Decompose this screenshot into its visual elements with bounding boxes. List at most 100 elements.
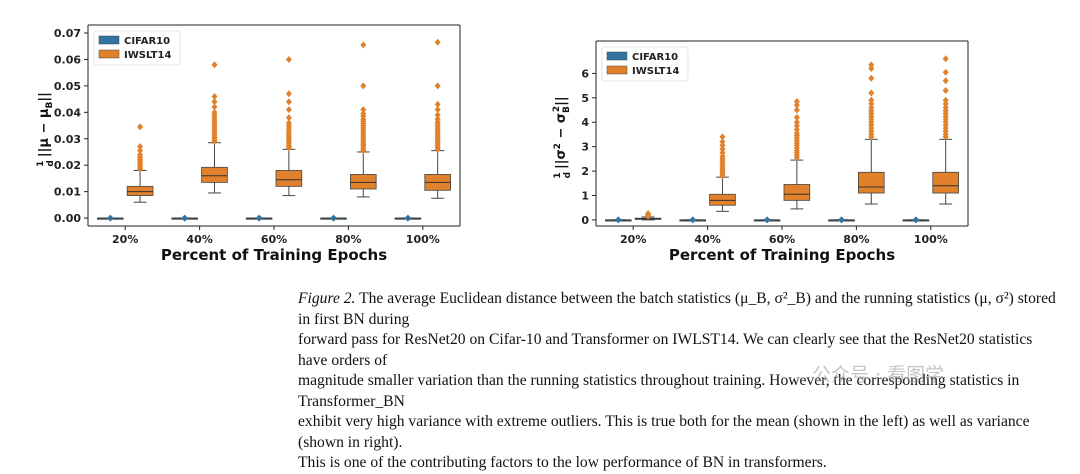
outlier-point	[285, 119, 292, 127]
x-tick-label: 100%	[406, 233, 440, 246]
outlier-marker	[763, 216, 771, 224]
outlier-point	[211, 98, 218, 106]
outlier-point	[211, 61, 218, 69]
outlier-point	[360, 41, 367, 49]
outlier-point	[137, 123, 144, 131]
y-label-sup: 2	[553, 143, 563, 149]
outlier-point	[719, 138, 726, 146]
chart-mean-distance: 0.00 0.01 0.02 0.03 0.04 0.05 0.06 0.07 20% 40% 60…	[36, 24, 461, 264]
caption-line: forward pass for ResNet20 on Cifar-10 an…	[298, 331, 1033, 369]
cifar-box	[320, 214, 347, 222]
y-tick-label: 6	[581, 67, 589, 80]
legend-label: IWSLT14	[124, 50, 171, 61]
cifar-box	[605, 216, 632, 224]
y-label-den: d	[46, 160, 56, 166]
outlier-point	[285, 98, 292, 106]
x-tick-label: 20%	[620, 233, 646, 246]
outlier-point	[942, 104, 949, 112]
cifar-box	[245, 214, 273, 222]
y-label-main: ||σ	[554, 149, 569, 169]
iqr-box	[932, 171, 959, 194]
outlier-marker	[330, 214, 338, 222]
outlier-point	[211, 103, 218, 111]
outlier-point	[719, 141, 726, 149]
legend: CIFAR10 IWSLT14	[601, 46, 689, 82]
outlier-marker	[838, 216, 846, 224]
watermark: 公众号 · 看图学	[812, 364, 945, 386]
legend-swatch	[98, 35, 120, 45]
outlier-point	[942, 55, 949, 63]
y-label-sup2: 2	[552, 106, 562, 112]
outlier-point	[868, 96, 875, 104]
iqr-box	[201, 166, 228, 183]
outlier-point	[137, 151, 144, 159]
y-tick-label: 0.02	[54, 159, 81, 172]
outlier-point	[793, 97, 800, 105]
iwslt-box	[126, 123, 154, 203]
y-tick-label: 0.04	[54, 106, 81, 119]
y-label-num: 1	[36, 161, 46, 167]
x-axis-label: Percent of Training Epochs	[161, 246, 387, 264]
x-tick-label: 60%	[261, 233, 287, 246]
y-label-sub: B	[45, 102, 55, 109]
outlier-point	[360, 106, 367, 114]
y-label-den: d	[563, 172, 573, 178]
legend-label: CIFAR10	[632, 52, 678, 63]
y-label-main: ||μ − μ	[37, 108, 52, 157]
outlier-point	[360, 110, 367, 118]
iqr-box	[275, 170, 303, 187]
iqr-box	[349, 174, 377, 190]
cifar-box	[753, 216, 781, 224]
outlier-marker	[614, 216, 622, 224]
outlier-point	[719, 145, 726, 153]
y-tick-label: 0.06	[54, 53, 81, 66]
outlier-point	[942, 100, 949, 108]
iwslt-box	[858, 61, 885, 205]
iwslt-box	[349, 41, 377, 198]
x-tick-label: 100%	[914, 233, 948, 246]
outlier-point	[719, 152, 726, 160]
y-tick-label: 2	[581, 165, 589, 178]
caption-figure-label: Figure 2.	[298, 290, 356, 307]
legend-swatch	[606, 51, 628, 61]
iwslt-box	[201, 61, 228, 194]
outlier-point	[719, 133, 726, 141]
y-axis-label-text: 1d||σ2 − σB2||	[552, 96, 573, 178]
outlier-point	[793, 113, 800, 121]
legend-swatch	[606, 65, 628, 75]
x-tick-label: 80%	[335, 233, 361, 246]
outlier-point	[434, 100, 441, 108]
caption-line: This is one of the contributing factors …	[298, 454, 827, 471]
outlier-point	[211, 92, 218, 100]
y-label-sub: B	[562, 106, 572, 113]
outlier-point	[868, 61, 875, 69]
cifar-box	[828, 216, 855, 224]
x-tick-label: 40%	[694, 233, 720, 246]
outlier-point	[868, 74, 875, 82]
outlier-point	[868, 65, 875, 73]
outlier-point	[434, 82, 441, 90]
iwslt-box	[634, 210, 662, 221]
outlier-point	[942, 96, 949, 104]
outlier-point	[360, 82, 367, 90]
outlier-point	[434, 111, 441, 119]
outlier-point	[137, 143, 144, 151]
caption-line: magnitude smaller variation than the run…	[298, 372, 1020, 410]
outlier-point	[942, 77, 949, 85]
y-tick-label: 0.07	[54, 27, 81, 40]
outlier-point	[793, 129, 800, 137]
outlier-point	[285, 106, 292, 114]
y-axis-label: 1d||σ2 − σB2||	[552, 96, 573, 178]
outlier-point	[793, 118, 800, 126]
outlier-point	[285, 55, 292, 63]
chart-variance-distance: 0 1 2 3 4 5 6 20% 40% 60% 80% 100% Percent of Traini…	[552, 40, 969, 264]
iwslt-box	[709, 133, 736, 212]
outlier-point	[868, 100, 875, 108]
y-tick-label: 5	[581, 92, 589, 105]
y-axis-label-text: 1d ||μ − μB||	[36, 92, 56, 167]
outlier-point	[793, 106, 800, 114]
outlier-point	[434, 115, 441, 123]
y-axis-label: 1d ||μ − μB||	[36, 92, 56, 167]
outlier-marker	[106, 214, 114, 222]
